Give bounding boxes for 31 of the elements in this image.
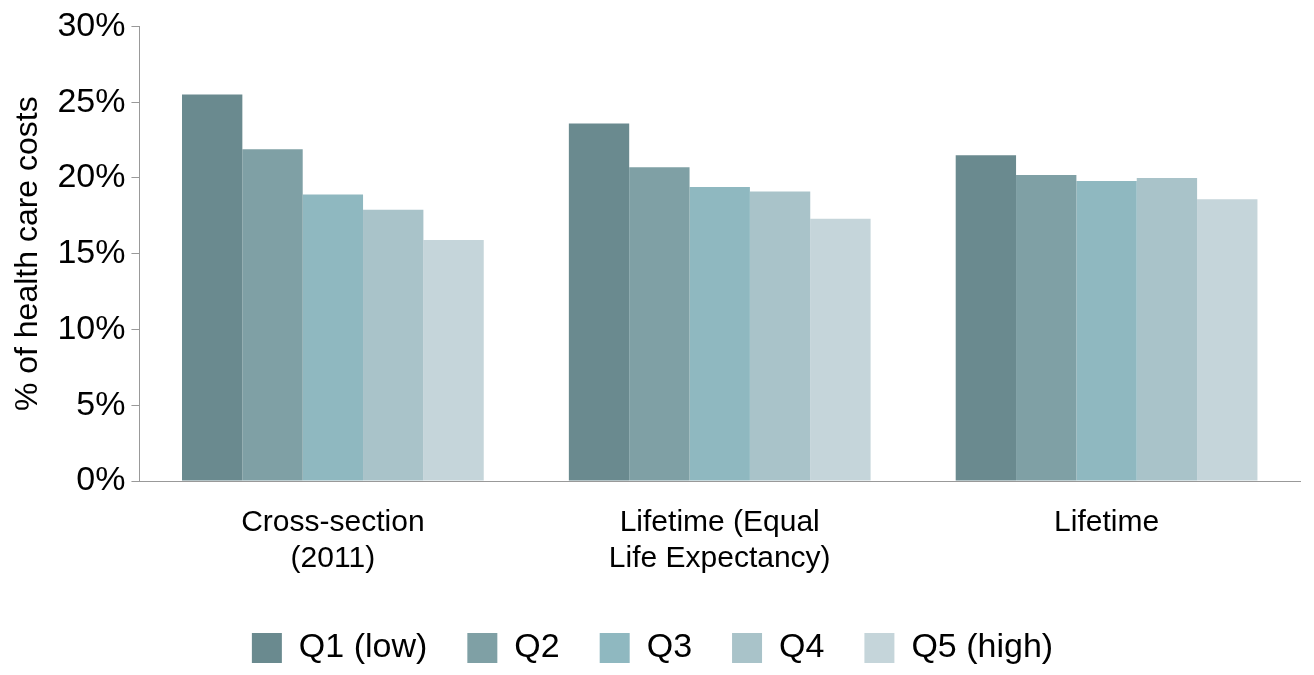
bar: [629, 167, 690, 481]
x-tick-label: Lifetime (Equal Life Expectancy): [608, 504, 831, 574]
y-tick-label: 10%: [57, 307, 126, 346]
bar: [689, 187, 750, 481]
bar: [1076, 180, 1137, 481]
y-tick-label: 30%: [57, 4, 126, 43]
bar: [302, 194, 364, 481]
bar: [955, 155, 1017, 481]
legend-label: Q2: [514, 626, 560, 665]
bar: [182, 94, 243, 481]
bar: [810, 218, 871, 481]
legend-label: Q4: [779, 626, 825, 665]
y-axis-title: % of health care costs: [8, 96, 45, 412]
y-tick-label: 25%: [57, 80, 126, 119]
bar: [242, 149, 303, 481]
x-tick-label: Cross-section (2011): [241, 504, 425, 574]
bar: [363, 209, 424, 481]
bar: [423, 240, 484, 481]
y-tick-label: 5%: [76, 383, 126, 422]
legend-label: Q3: [646, 626, 693, 665]
y-tick-label: 20%: [57, 156, 126, 195]
legend-label: Q5 (high): [911, 626, 1054, 665]
y-tick-label: 0%: [76, 459, 126, 498]
legend-label: Q1 (low): [298, 626, 428, 665]
bar: [1197, 199, 1258, 481]
x-tick-label: Lifetime: [1054, 504, 1160, 538]
bar: [568, 123, 630, 481]
bar: [749, 191, 811, 481]
y-tick-label: 15%: [57, 232, 126, 271]
bar: [1136, 177, 1198, 481]
bar: [1016, 174, 1077, 481]
